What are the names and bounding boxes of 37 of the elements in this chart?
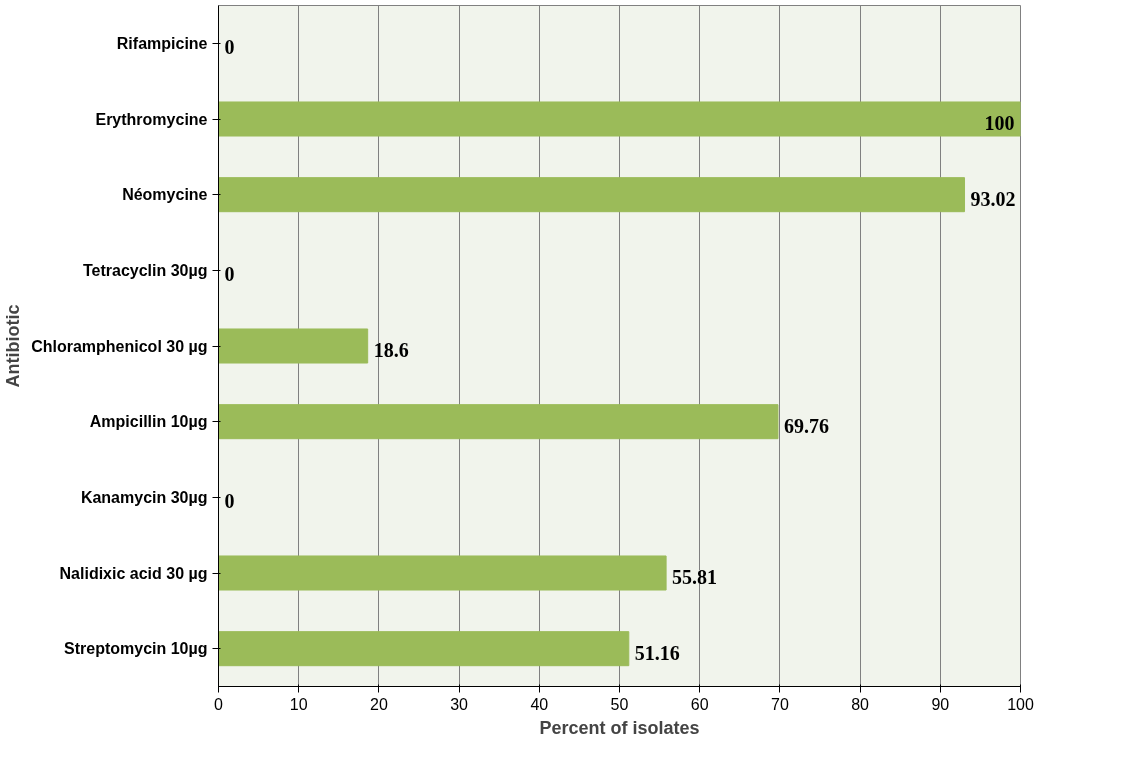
bar xyxy=(218,328,369,364)
y-tick-label: Néomycine xyxy=(122,186,208,204)
x-tick-label: 40 xyxy=(530,695,549,713)
y-tick-label: Nalidixic acid 30 µg xyxy=(59,564,208,582)
data-label: 0 xyxy=(224,36,235,59)
y-tick-label: Ampicillin 10µg xyxy=(89,413,208,431)
data-label: 51.16 xyxy=(634,641,680,664)
x-tick-label: 10 xyxy=(289,695,308,713)
x-tick-label: 60 xyxy=(690,695,709,713)
data-label: 93.02 xyxy=(970,187,1016,210)
x-tick-label: 50 xyxy=(610,695,629,713)
y-axis-title: Antibiotic xyxy=(3,304,24,388)
x-tick-label: 30 xyxy=(450,695,469,713)
x-tick-label: 100 xyxy=(1007,695,1034,713)
bar xyxy=(218,404,779,440)
data-label: 0 xyxy=(224,490,235,513)
data-label: 100 xyxy=(984,112,1015,134)
bar xyxy=(218,177,966,213)
data-label: 55.81 xyxy=(672,566,718,588)
bar xyxy=(218,555,667,591)
data-label: 69.76 xyxy=(783,414,829,437)
y-tick-label: Chloramphenicol 30 µg xyxy=(31,337,208,355)
x-axis-title: Percent of isolates xyxy=(539,717,700,738)
x-tick-label: 20 xyxy=(370,695,388,713)
y-tick-label: Kanamycin 30µg xyxy=(80,488,208,506)
y-tick-label: Erythromycine xyxy=(95,110,208,128)
x-tick-label: 0 xyxy=(214,695,224,713)
y-tick-label: Streptomycin 10µg xyxy=(64,640,208,658)
data-label: 18.6 xyxy=(373,339,409,361)
x-tick-label: 90 xyxy=(931,695,950,713)
y-tick-label: Tetracyclin 30µg xyxy=(82,261,208,279)
x-tick-label: 80 xyxy=(851,695,870,713)
y-tick-label: Rifampicine xyxy=(116,34,208,52)
bar xyxy=(218,101,1021,137)
data-label: 0 xyxy=(224,263,235,286)
bar xyxy=(218,631,630,667)
x-tick-label: 70 xyxy=(771,695,789,713)
